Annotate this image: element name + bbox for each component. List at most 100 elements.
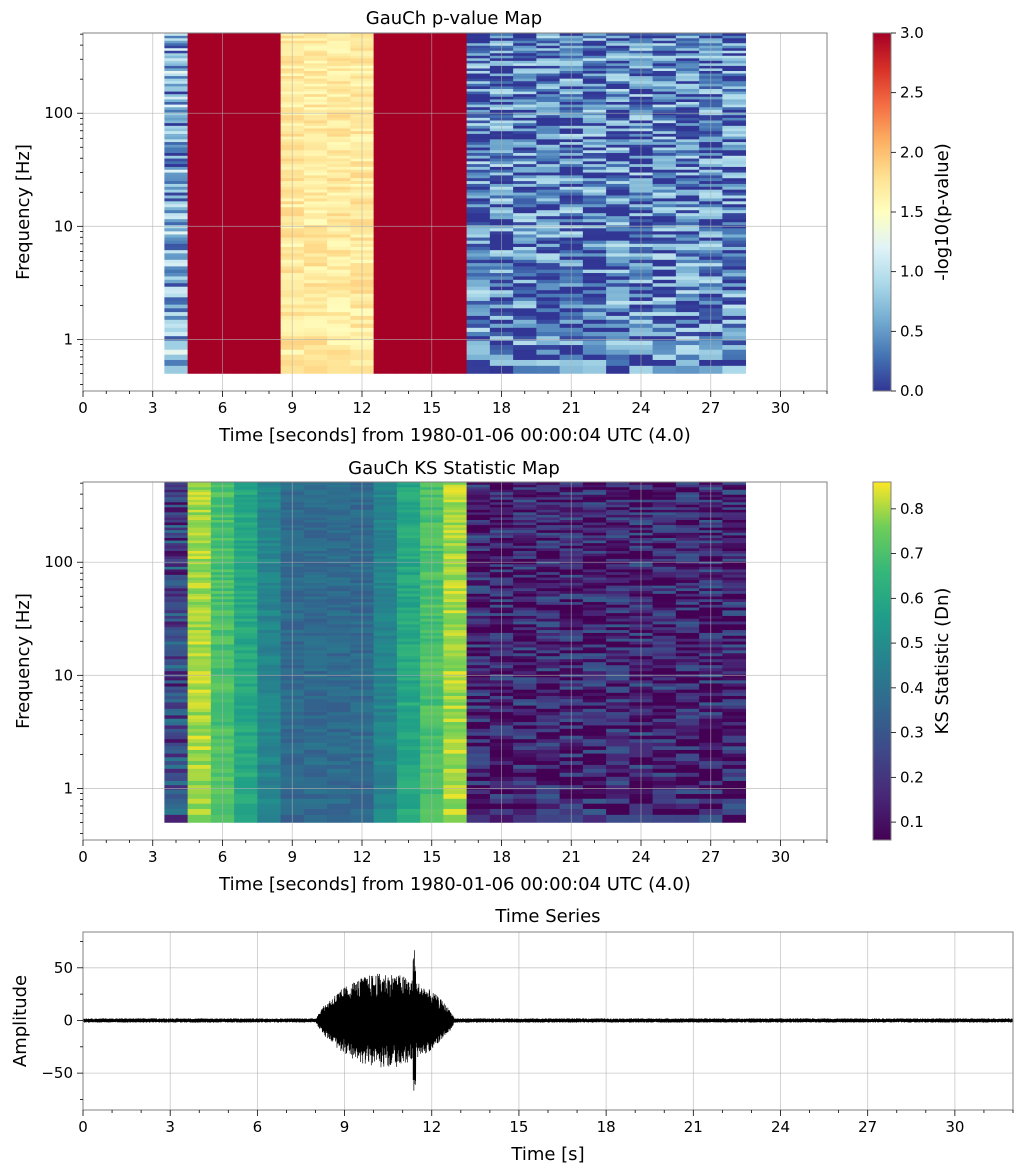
heatmap-cell (164, 612, 189, 616)
heatmap-cell (327, 679, 351, 684)
heatmap-cell (396, 32, 421, 36)
heatmap-cell (722, 186, 747, 190)
heatmap-cell (606, 240, 630, 244)
heatmap-cell (187, 276, 212, 280)
heatmap-cell (396, 529, 421, 533)
heatmap-cell (164, 695, 189, 700)
heatmap-cell (257, 286, 282, 291)
heatmap-cell (373, 679, 398, 684)
heatmap-cell (536, 593, 561, 597)
heatmap-cell (303, 579, 328, 583)
heatmap-cell (257, 349, 282, 355)
heatmap-cell (327, 524, 351, 528)
heatmap-cell (327, 749, 351, 754)
heatmap-cell (513, 62, 537, 66)
heatmap-cell (443, 695, 468, 700)
heatmap-cell (164, 91, 189, 95)
heatmap-cell (373, 262, 398, 267)
heatmap-cell (303, 598, 328, 603)
heatmap-cell (582, 701, 607, 706)
heatmap-cell (164, 73, 189, 77)
heatmap-cell (373, 529, 398, 533)
heatmap-cell (722, 93, 747, 97)
heatmap-cell (443, 144, 468, 148)
heatmap-cell (536, 555, 561, 559)
heatmap-cell (582, 109, 607, 113)
heatmap-cell (373, 590, 398, 594)
heatmap-cell (257, 215, 282, 220)
heatmap-cell (373, 577, 398, 581)
heatmap-cell (513, 109, 537, 113)
heatmap-cell (536, 144, 561, 148)
heatmap-cell (187, 282, 212, 287)
heatmap-cell (164, 753, 189, 758)
heatmap-cell (443, 78, 468, 82)
heatmap-cell (443, 718, 468, 723)
heatmap-cell (234, 101, 258, 105)
heatmap-cell (396, 679, 421, 684)
heatmap-cell (234, 144, 258, 148)
heatmap-cell (373, 359, 398, 366)
heatmap-cell (257, 246, 282, 251)
heatmap-cell (257, 155, 282, 159)
heatmap-cell (536, 545, 561, 549)
heatmap-cell (466, 252, 491, 257)
heatmap-cell (234, 772, 258, 777)
heatmap-cell (234, 814, 258, 823)
heatmap-cell (303, 803, 328, 809)
heatmap-cell (443, 138, 468, 143)
heatmap-cell (234, 189, 258, 193)
heatmap-cell (187, 686, 212, 690)
heatmap-cell (513, 120, 537, 124)
heatmap-cell (257, 172, 282, 176)
heatmap-cell (722, 249, 747, 254)
heatmap-cell (675, 112, 700, 116)
heatmap-cell (536, 149, 561, 154)
heatmap-cell (187, 144, 212, 148)
heatmap-cell (187, 808, 212, 815)
heatmap-cell (675, 37, 700, 41)
heatmap-cell (187, 798, 212, 804)
heatmap-cell (373, 587, 398, 592)
heatmap-cell (606, 141, 630, 145)
heatmap-cell (187, 598, 212, 603)
heatmap-cell (513, 658, 537, 663)
heatmap-cell (466, 749, 491, 754)
heatmap-cell (513, 37, 537, 41)
pvalue-map-panel: GauCh p-value Map 0 3 6 9 12 15 18 21 24 27 30 110… (13, 8, 953, 446)
heatmap-cell (582, 262, 607, 267)
heatmap-cell (303, 198, 328, 202)
heatmap-cell (164, 760, 189, 765)
heatmap-cell (513, 537, 537, 541)
heatmap-cell (536, 542, 561, 546)
heatmap-cell (303, 112, 328, 116)
heatmap-cell (722, 40, 747, 44)
heatmap-cell (536, 692, 561, 696)
heatmap-cell (606, 174, 630, 179)
heatmap-cell (466, 125, 491, 129)
heatmap-cell (443, 80, 468, 84)
heatmap-cell (513, 125, 537, 129)
heatmap-cell (396, 524, 421, 528)
heatmap-cell (443, 70, 468, 74)
heatmap-cell (466, 494, 491, 498)
heatmap-cell (257, 705, 282, 709)
heatmap-cell (582, 227, 607, 232)
heatmap-cell (164, 731, 189, 736)
colorbar-tick-label: 1.0 (900, 263, 924, 281)
heatmap-cell (373, 141, 398, 145)
heatmap-cell (652, 349, 677, 355)
heatmap-cell (536, 571, 561, 575)
heatmap-cell (373, 192, 398, 196)
heatmap-cell (652, 209, 677, 214)
heatmap-cell (327, 101, 351, 105)
heatmap-cell (164, 40, 189, 44)
heatmap-cell (582, 169, 607, 173)
heatmap-cell (257, 104, 282, 108)
heatmap-cell (234, 647, 258, 651)
heatmap-cell (466, 319, 491, 324)
heatmap-cell (606, 714, 630, 719)
heatmap-cell (303, 32, 328, 36)
heatmap-cell (466, 517, 491, 520)
heatmap-cell (513, 331, 537, 337)
